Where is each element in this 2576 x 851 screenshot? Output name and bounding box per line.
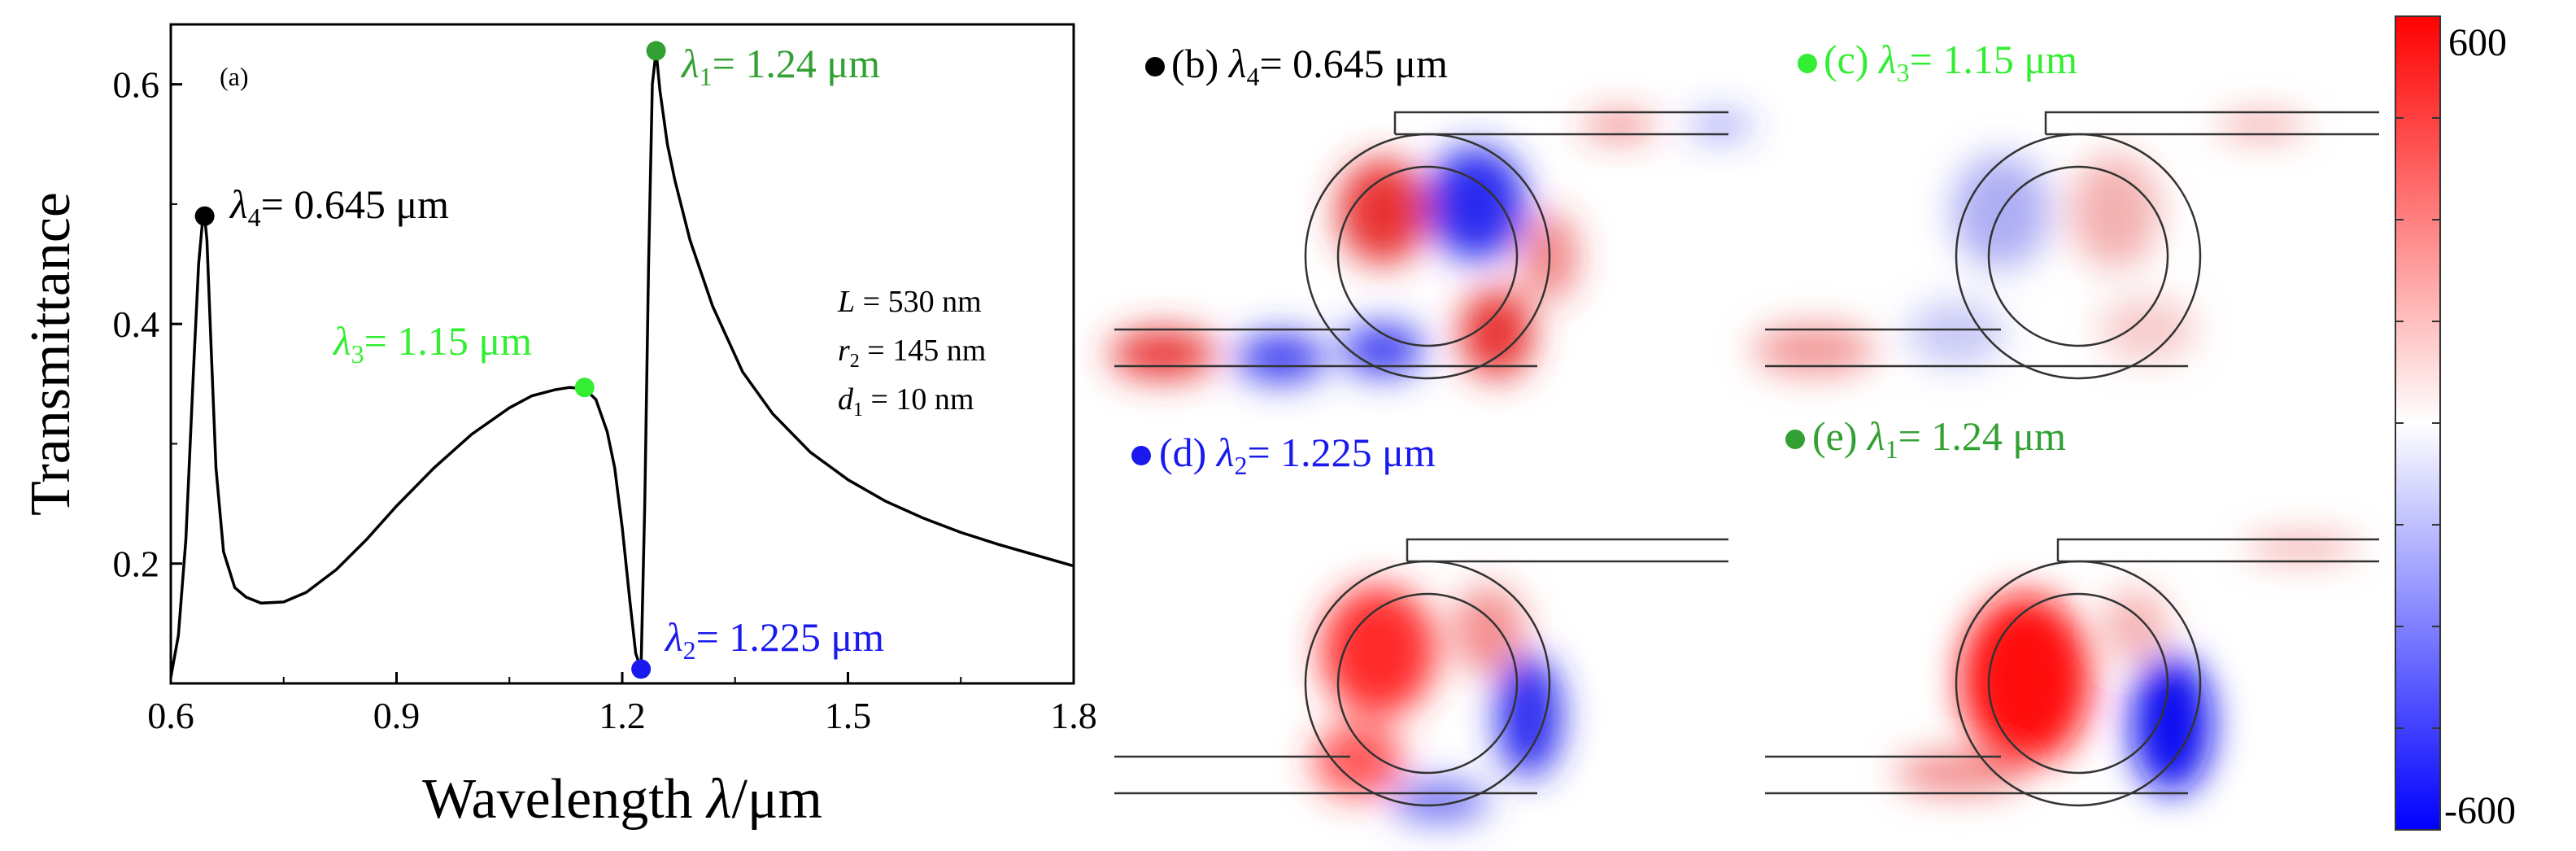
field-map-e	[1895, 537, 2359, 793]
field-label-e-tag: (e)	[1812, 413, 1858, 459]
resonance-marker-1	[574, 377, 595, 398]
field-label-c-tag: (c)	[1824, 37, 1869, 82]
resonance-markers	[194, 41, 666, 679]
annotation-lambda1-value: = 1.24 μm	[713, 41, 881, 86]
x-tick-label: 0.6	[147, 695, 194, 736]
param-r2-value: = 145 nm	[860, 334, 987, 368]
field-label-b-sub: 4	[1246, 62, 1259, 91]
x-axis-label: Wavelength λ/μm	[422, 768, 822, 831]
waveguide-outline-d	[1114, 538, 1728, 807]
field-panel-d	[1114, 538, 1728, 822]
colorbar: 600 -600	[2395, 15, 2516, 832]
field-label-c-sub: 3	[1897, 58, 1910, 87]
field-map-c	[1753, 116, 2306, 374]
x-tick-label: 0.9	[373, 695, 421, 736]
x-tick-label: 1.5	[825, 695, 872, 736]
x-axis-label-symbol: λ	[705, 768, 731, 831]
field-label-b-symbol: λ	[1227, 41, 1247, 86]
param-r2-sub: 2	[850, 351, 860, 372]
colorbar-max-label: 600	[2448, 21, 2507, 64]
waveguide-outline-c	[1765, 111, 2379, 380]
annotation-lambda4-value: = 0.645 μm	[261, 181, 450, 227]
x-axis-ticks: 0.6 0.9 1.2 1.5 1.8	[147, 672, 1097, 736]
param-d1: d1 = 10 nm	[838, 382, 974, 421]
colorbar-ticks	[2395, 117, 2440, 729]
x-axis-label-main: Wavelength	[422, 768, 707, 831]
resonance-marker-3	[646, 41, 666, 61]
field-label-e-space	[1858, 413, 1868, 459]
param-d1-symbol: d	[838, 382, 854, 417]
field-panel-e	[1765, 537, 2379, 807]
resonance-marker-2	[631, 659, 652, 679]
field-label-b-tag: (b)	[1171, 41, 1218, 86]
y-tick-label: 0.4	[113, 303, 160, 345]
marker-dot-b	[1145, 57, 1165, 76]
field-panel-label-b: (b) λ4= 0.645 μm	[1145, 41, 1448, 91]
y-tick-label: 0.2	[113, 543, 160, 585]
annotation-lambda2: λ2= 1.225 μm	[664, 614, 884, 665]
y-axis-label: Transmittance	[20, 192, 82, 516]
field-label-d-sub: 2	[1234, 451, 1247, 480]
y-tick-label: 0.6	[113, 64, 160, 106]
annotation-lambda1-sub: 1	[700, 62, 713, 91]
waveguide-outline-b	[1114, 111, 1728, 380]
field-label-e-value: = 1.24 μm	[1898, 413, 2067, 459]
param-r2: r2 = 145 nm	[838, 334, 986, 372]
x-axis-label-unit: /μm	[731, 768, 822, 831]
field-map-d	[1314, 586, 1562, 822]
param-L: L = 530 nm	[837, 285, 982, 319]
marker-dot-e	[1785, 430, 1805, 449]
param-L-value: = 530 nm	[855, 285, 982, 319]
marker-dot-c	[1798, 54, 1817, 73]
field-label-d-space	[1206, 430, 1217, 475]
field-label-e-symbol: λ	[1866, 413, 1885, 459]
field-label-e-sub: 1	[1885, 434, 1898, 464]
annotation-lambda1: λ1= 1.24 μm	[680, 41, 880, 91]
annotation-lambda3-sub: 3	[351, 339, 364, 369]
annotation-lambda2-sub: 2	[683, 635, 696, 665]
waveguide-outline-e	[1765, 538, 2379, 807]
field-label-b-value: = 0.645 μm	[1259, 41, 1448, 86]
panel-label-a: (a)	[220, 62, 249, 91]
field-panel-label-c: (c) λ3= 1.15 μm	[1798, 37, 2077, 87]
annotation-lambda4-symbol: λ	[229, 181, 248, 227]
annotation-lambda3-symbol: λ	[332, 318, 351, 364]
field-label-b: (b) λ4= 0.645 μm	[1171, 41, 1448, 91]
transmittance-chart: 0.6 0.9 1.2 1.5 1.8 0.2 0.4 0.6 (a) Transmitta…	[20, 23, 1097, 831]
param-d1-sub: 1	[853, 399, 863, 421]
colorbar-min-label: -600	[2444, 789, 2516, 832]
field-label-c-space	[1869, 37, 1880, 82]
param-d1-value: = 10 nm	[863, 382, 974, 417]
field-label-c-value: = 1.15 μm	[1910, 37, 2078, 82]
field-label-c: (c) λ3= 1.15 μm	[1824, 37, 2077, 87]
y-axis-ticks: 0.2 0.4 0.6	[113, 64, 182, 684]
marker-dot-d	[1131, 446, 1151, 465]
x-tick-label: 1.8	[1050, 695, 1097, 736]
field-label-e: (e) λ1= 1.24 μm	[1812, 413, 2066, 464]
field-panel-b	[1110, 111, 1753, 382]
annotation-lambda1-symbol: λ	[680, 41, 700, 86]
resonance-marker-0	[194, 206, 215, 226]
annotation-lambda2-value: = 1.225 μm	[696, 614, 885, 660]
field-label-d-tag: (d)	[1159, 430, 1206, 475]
field-label-d-value: = 1.225 μm	[1247, 430, 1436, 475]
annotation-lambda2-symbol: λ	[664, 614, 683, 660]
field-label-d: (d) λ2= 1.225 μm	[1159, 430, 1436, 480]
param-L-symbol: L	[837, 285, 855, 319]
field-panel-label-d: (d) λ2= 1.225 μm	[1131, 430, 1436, 480]
annotation-lambda3: λ3= 1.15 μm	[332, 318, 532, 369]
annotation-lambda4-sub: 4	[248, 203, 261, 232]
field-panel-c	[1753, 111, 2379, 380]
x-tick-label: 1.2	[599, 695, 646, 736]
annotation-lambda3-value: = 1.15 μm	[364, 318, 533, 364]
field-label-d-symbol: λ	[1215, 430, 1235, 475]
field-panel-label-e: (e) λ1= 1.24 μm	[1785, 413, 2066, 464]
field-label-c-symbol: λ	[1877, 37, 1897, 82]
param-r2-symbol: r	[838, 334, 850, 368]
field-label-b-space	[1218, 41, 1229, 86]
annotation-lambda4: λ4= 0.645 μm	[229, 181, 449, 232]
field-map-b	[1110, 116, 1753, 382]
